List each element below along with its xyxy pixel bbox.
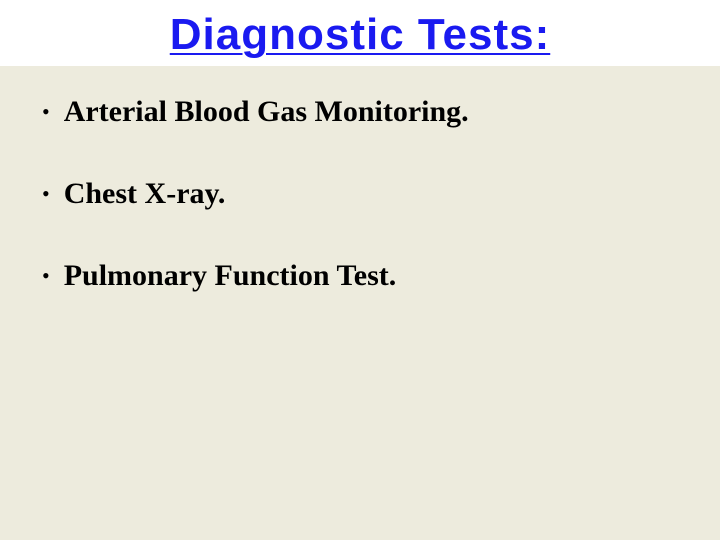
bullet-icon: • [42,176,50,212]
bullet-text: Chest X-ray. [64,176,226,212]
list-item: • Chest X-ray. [36,176,684,212]
bullet-text: Pulmonary Function Test. [64,258,397,294]
list-item: • Arterial Blood Gas Monitoring. [36,94,684,130]
bullet-icon: • [42,94,50,130]
bullet-list: • Arterial Blood Gas Monitoring. • Chest… [0,66,720,294]
slide: Diagnostic Tests: • Arterial Blood Gas M… [0,0,720,540]
bullet-icon: • [42,258,50,294]
title-container: Diagnostic Tests: [0,0,720,66]
bullet-text: Arterial Blood Gas Monitoring. [64,94,469,130]
list-item: • Pulmonary Function Test. [36,258,684,294]
slide-title: Diagnostic Tests: [0,10,720,60]
